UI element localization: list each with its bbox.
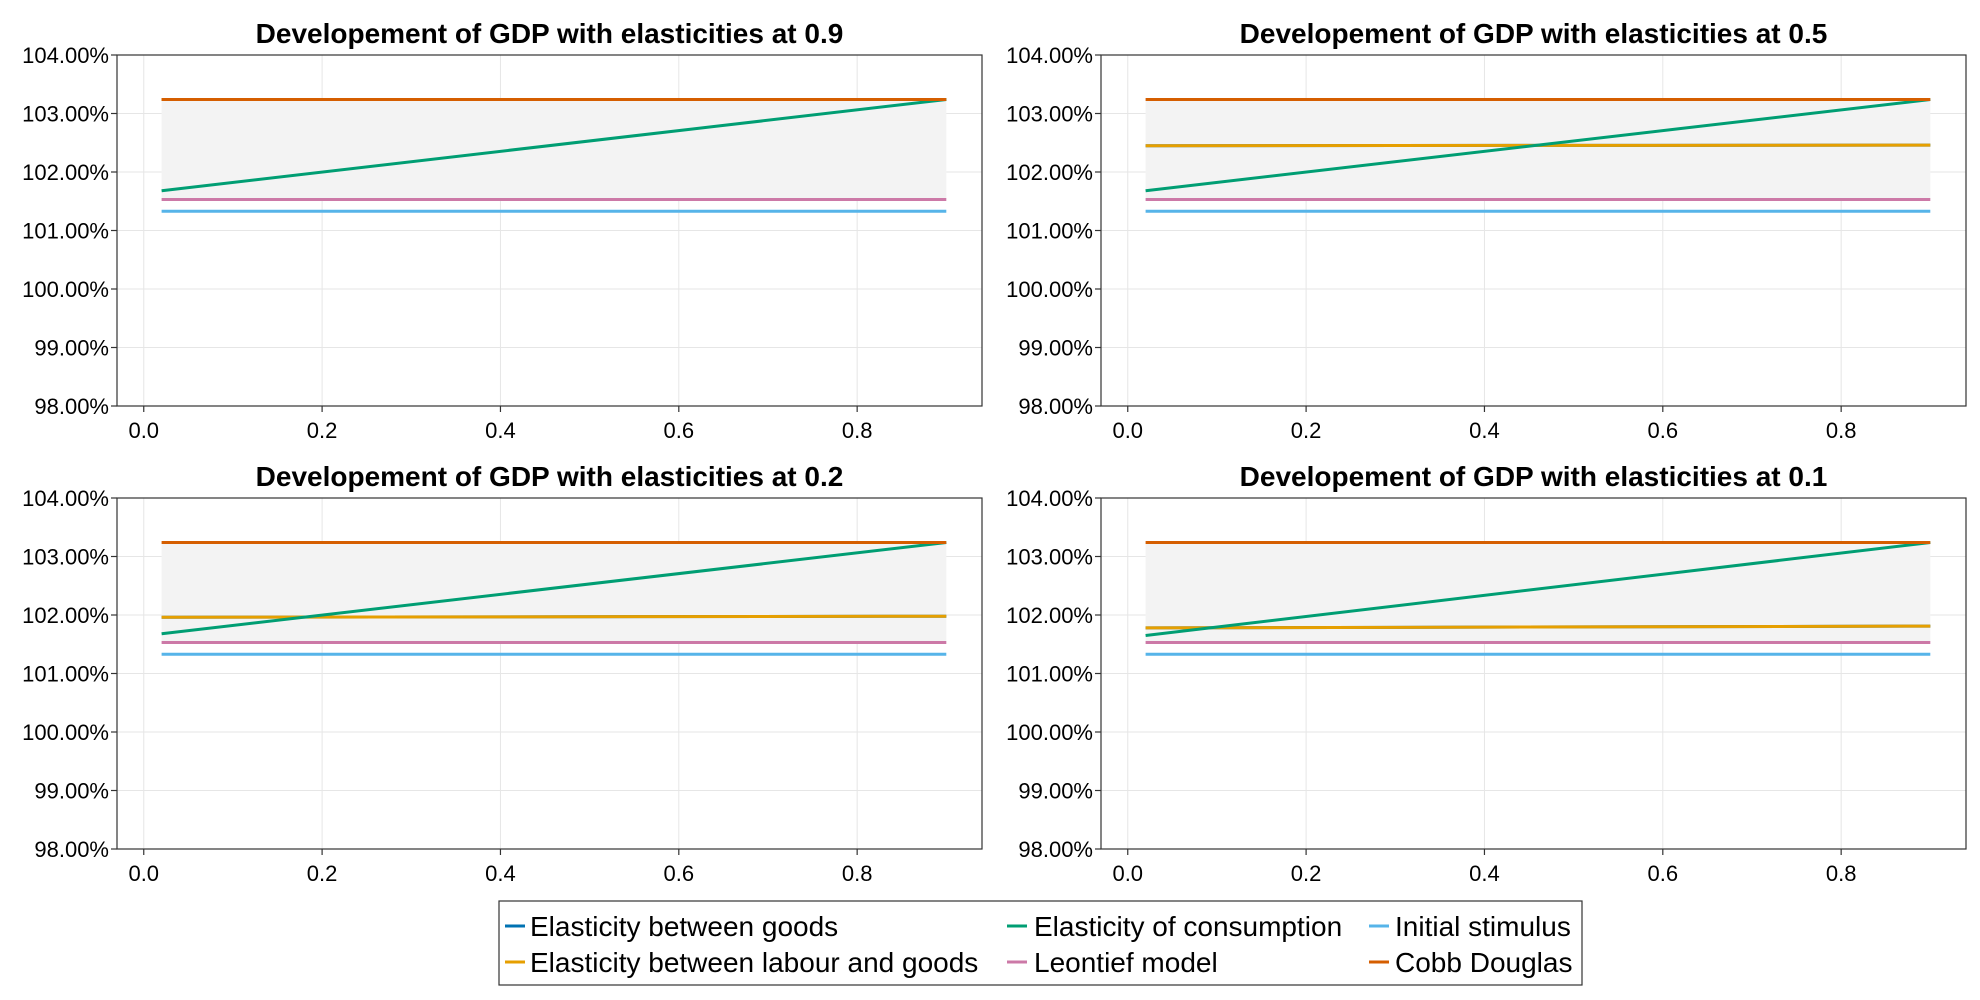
- chart-panel: 98.00% 99.00% 100.00% 101.00% 102.00% 103.00%…: [22, 461, 983, 886]
- chart-panel: 98.00% 99.00% 100.00% 101.00% 102.00% 103.00%…: [22, 18, 983, 443]
- x-tick-label: 0.6: [664, 861, 695, 886]
- x-tick-label: 0.6: [1648, 861, 1679, 886]
- y-tick-label: 99.00%: [1018, 336, 1093, 361]
- y-tick-label: 104.00%: [1006, 43, 1093, 68]
- x-tick-label: 0.2: [1291, 418, 1322, 443]
- legend-item: Initial stimulus: [1369, 911, 1571, 942]
- legend-item: Elasticity between labour and goods: [505, 947, 978, 978]
- legend-label: Initial stimulus: [1395, 911, 1571, 942]
- x-tick-label: 0.4: [1469, 418, 1500, 443]
- y-tick-label: 98.00%: [1018, 394, 1093, 419]
- x-tick-label: 0.2: [307, 861, 338, 886]
- legend-box: [498, 900, 1583, 986]
- y-tick-label: 100.00%: [22, 277, 109, 302]
- chart-panel: 98.00% 99.00% 100.00% 101.00% 102.00% 103.00%…: [1006, 18, 1967, 443]
- y-tick-label: 100.00%: [1006, 277, 1093, 302]
- x-tick-label: 0.6: [1648, 418, 1679, 443]
- y-tick-label: 104.00%: [22, 486, 109, 511]
- x-tick-label: 0.4: [485, 418, 516, 443]
- x-tick-label: 0.2: [307, 418, 338, 443]
- y-tick-label: 102.00%: [1006, 603, 1093, 628]
- legend-item: Leontief model: [1007, 947, 1218, 978]
- series-line: [1145, 98, 1931, 193]
- legend-label: Elasticity between labour and goods: [530, 947, 978, 978]
- series-line: [1145, 541, 1931, 637]
- legend-item: Cobb Douglas: [1369, 947, 1572, 978]
- x-tick-label: 0.8: [1826, 861, 1857, 886]
- series-line: [161, 541, 947, 636]
- legend-label: Leontief model: [1034, 947, 1218, 978]
- x-tick-label: 0.8: [842, 418, 873, 443]
- y-tick-label: 102.00%: [22, 603, 109, 628]
- x-tick-label: 0.2: [1291, 861, 1322, 886]
- legend-label: Cobb Douglas: [1395, 947, 1572, 978]
- x-tick-label: 0.6: [664, 418, 695, 443]
- y-tick-label: 102.00%: [22, 160, 109, 185]
- x-tick-label: 0.8: [1826, 418, 1857, 443]
- y-tick-label: 104.00%: [22, 43, 109, 68]
- legend-item: Elasticity of consumption: [1007, 911, 1342, 942]
- x-tick-label: 0.0: [1112, 861, 1143, 886]
- chart-panel: 98.00% 99.00% 100.00% 101.00% 102.00% 103.00%…: [1006, 461, 1967, 886]
- legend: Elasticity between goods Elasticity betw…: [498, 900, 1583, 986]
- y-tick-label: 101.00%: [1006, 662, 1093, 687]
- y-tick-label: 98.00%: [34, 837, 109, 862]
- x-tick-label: 0.8: [842, 861, 873, 886]
- y-tick-label: 103.00%: [1006, 102, 1093, 127]
- y-tick-label: 102.00%: [1006, 160, 1093, 185]
- y-tick-label: 101.00%: [22, 219, 109, 244]
- y-tick-label: 99.00%: [1018, 779, 1093, 804]
- legend-label: Elasticity between goods: [530, 911, 838, 942]
- y-tick-label: 99.00%: [34, 336, 109, 361]
- panel-title: Developement of GDP with elasticities at…: [256, 461, 844, 492]
- y-tick-label: 100.00%: [1006, 720, 1093, 745]
- y-tick-label: 98.00%: [1018, 837, 1093, 862]
- x-tick-label: 0.4: [485, 861, 516, 886]
- x-tick-label: 0.4: [1469, 861, 1500, 886]
- panel-title: Developement of GDP with elasticities at…: [256, 18, 844, 49]
- series-line: [1145, 624, 1931, 630]
- y-tick-label: 98.00%: [34, 394, 109, 419]
- panel-title: Developement of GDP with elasticities at…: [1240, 461, 1828, 492]
- y-tick-label: 101.00%: [22, 662, 109, 687]
- x-tick-label: 0.0: [1112, 418, 1143, 443]
- legend-item: Elasticity between goods: [505, 911, 838, 942]
- x-tick-label: 0.0: [128, 861, 159, 886]
- x-tick-label: 0.0: [128, 418, 159, 443]
- y-tick-label: 104.00%: [1006, 486, 1093, 511]
- y-tick-label: 103.00%: [1006, 545, 1093, 570]
- y-tick-label: 103.00%: [22, 102, 109, 127]
- y-tick-label: 100.00%: [22, 720, 109, 745]
- y-tick-label: 103.00%: [22, 545, 109, 570]
- series-line: [161, 614, 947, 619]
- y-tick-label: 99.00%: [34, 779, 109, 804]
- legend-label: Elasticity of consumption: [1034, 911, 1342, 942]
- y-tick-label: 101.00%: [1006, 219, 1093, 244]
- series-line: [161, 98, 947, 193]
- panel-title: Developement of GDP with elasticities at…: [1240, 18, 1828, 49]
